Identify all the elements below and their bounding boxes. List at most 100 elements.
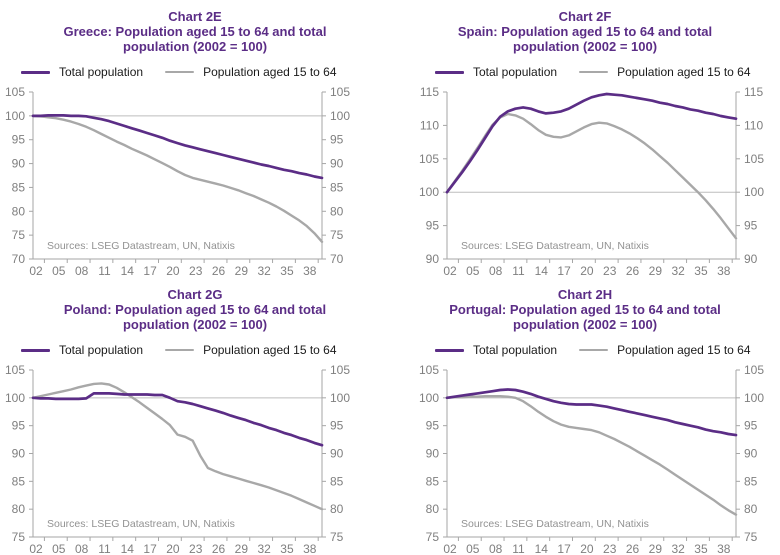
x-tick-label: 02 xyxy=(29,264,43,278)
y-tick-label: 75 xyxy=(330,228,344,242)
y-tick-label: 100 xyxy=(419,185,439,199)
x-tick-label: 17 xyxy=(143,264,157,278)
y-tick-label: 80 xyxy=(330,204,344,218)
x-tick-label: 02 xyxy=(29,542,43,555)
series-total-population xyxy=(31,392,324,447)
total-population-line-swatch xyxy=(21,348,50,352)
y-tick-label: 95 xyxy=(744,219,758,233)
y-tick-label: 90 xyxy=(426,447,440,461)
x-tick-label: 26 xyxy=(626,542,640,555)
x-axis: 02 05 08 11 14 17 20 23 26 29 32 35 38 xyxy=(29,259,319,278)
x-tick-label: 23 xyxy=(603,264,617,278)
x-axis: 02 05 08 11 14 17 20 23 26 29 32 35 38 xyxy=(443,537,733,555)
legend-label-total-population: Total population xyxy=(473,65,558,79)
x-tick-label: 32 xyxy=(257,264,271,278)
legend-label-total-population: Total population xyxy=(59,343,144,357)
legend-item-aged-15-64: Population aged 15 to 64 xyxy=(579,343,751,357)
total-population-line-swatch xyxy=(21,70,50,74)
chart-title-line: population (2002 = 100) xyxy=(512,39,658,54)
y-tick-label: 80 xyxy=(12,204,26,218)
y-tick-label: 90 xyxy=(744,447,758,461)
total-population-line-swatch xyxy=(435,348,464,352)
axes xyxy=(446,92,737,260)
y-tick-label: 100 xyxy=(5,391,25,405)
y-axis-left: 75 80 85 90 95 100 105 xyxy=(419,363,447,544)
x-tick-label: 05 xyxy=(466,542,480,555)
x-tick-label: 05 xyxy=(466,264,480,278)
legend-label-aged-15-64: Population aged 15 to 64 xyxy=(617,343,751,357)
y-tick-label: 85 xyxy=(330,474,344,488)
chart-cell-portugal: Chart 2H Portugal: Population aged 15 to… xyxy=(390,278,780,555)
x-tick-label: 02 xyxy=(443,542,457,555)
y-tick-label: 105 xyxy=(330,85,350,99)
aged-15-64-line-swatch xyxy=(579,71,609,73)
line-chart-portugal: 75 80 85 90 95 100 105 75 80 85 90 95 100 105 02 05 08 11… xyxy=(419,363,764,555)
series-population-aged-15-64 xyxy=(445,395,738,516)
chart-title-line: population (2002 = 100) xyxy=(512,317,658,332)
x-tick-label: 35 xyxy=(694,542,708,555)
chart-label: Chart 2F xyxy=(558,9,612,24)
chart-title-line: population (2002 = 100) xyxy=(122,317,268,332)
y-tick-label: 100 xyxy=(330,109,350,123)
y-tick-label: 100 xyxy=(419,391,439,405)
aged-15-64-line-swatch xyxy=(579,349,609,351)
x-tick-label: 14 xyxy=(121,264,135,278)
chart-title-line: Portugal: Population aged 15 to 64 and t… xyxy=(449,302,721,317)
x-tick-label: 26 xyxy=(212,542,226,555)
legend-label-aged-15-64: Population aged 15 to 64 xyxy=(203,65,337,79)
line-chart-poland: 75 80 85 90 95 100 105 75 80 85 90 95 100 105 02 05 08 11… xyxy=(5,363,350,555)
x-tick-label: 32 xyxy=(257,542,271,555)
y-tick-label: 115 xyxy=(420,85,439,99)
x-tick-label: 38 xyxy=(303,264,317,278)
y-axis-left: 90 95 100 105 110 115 xyxy=(419,85,447,266)
y-tick-label: 95 xyxy=(426,219,440,233)
chart-title-line: Greece: Population aged 15 to 64 and tot… xyxy=(63,24,327,39)
y-tick-label: 75 xyxy=(744,530,758,544)
chart-cell-greece: Chart 2E Greece: Population aged 15 to 6… xyxy=(0,0,390,278)
legend-item-total-population: Total population xyxy=(21,343,143,357)
y-tick-label: 105 xyxy=(419,152,439,166)
y-tick-label: 110 xyxy=(744,118,763,132)
x-axis: 02 05 08 11 14 17 20 23 26 29 32 35 38 xyxy=(29,537,319,555)
y-tick-label: 100 xyxy=(744,185,764,199)
x-tick-label: 08 xyxy=(489,542,503,555)
line-chart-spain: 90 95 100 105 110 115 90 95 100 105 110 115 02 05 08 11… xyxy=(419,85,764,278)
chart-label: Chart 2G xyxy=(167,287,223,302)
x-tick-label: 35 xyxy=(694,264,708,278)
legend-label-total-population: Total population xyxy=(473,343,558,357)
series-population-aged-15-64 xyxy=(445,112,738,240)
aged-15-64-line-swatch xyxy=(165,71,195,73)
y-tick-label: 100 xyxy=(330,391,350,405)
chart-label: Chart 2E xyxy=(168,9,222,24)
x-tick-label: 26 xyxy=(212,264,226,278)
x-tick-label: 17 xyxy=(557,264,571,278)
y-tick-label: 105 xyxy=(330,363,350,377)
y-tick-label: 90 xyxy=(330,157,344,171)
y-tick-label: 75 xyxy=(12,228,26,242)
series-total-population xyxy=(445,92,738,194)
legend-item-aged-15-64: Population aged 15 to 64 xyxy=(165,65,337,79)
x-axis: 02 05 08 11 14 17 20 23 26 29 32 35 38 xyxy=(443,259,733,278)
y-tick-label: 105 xyxy=(744,363,764,377)
y-tick-label: 80 xyxy=(744,502,758,516)
y-axis-left: 75 80 85 90 95 100 105 xyxy=(5,363,33,544)
series-population-aged-15-64 xyxy=(31,114,324,244)
x-tick-label: 11 xyxy=(98,542,111,555)
y-tick-label: 85 xyxy=(426,474,440,488)
y-tick-label: 70 xyxy=(12,252,26,266)
x-tick-label: 20 xyxy=(580,264,594,278)
y-tick-label: 80 xyxy=(12,502,26,516)
y-tick-label: 95 xyxy=(744,419,758,433)
chart-title-line: Spain: Population aged 15 to 64 and tota… xyxy=(457,24,713,39)
series-total-population xyxy=(445,388,738,437)
y-axis-right: 75 80 85 90 95 100 105 xyxy=(322,363,350,544)
y-tick-label: 95 xyxy=(12,419,26,433)
legend-portugal: Total population Population aged 15 to 6… xyxy=(390,342,780,358)
x-tick-label: 08 xyxy=(75,542,89,555)
y-tick-label: 75 xyxy=(330,530,344,544)
x-tick-label: 29 xyxy=(649,542,663,555)
x-tick-label: 23 xyxy=(189,264,203,278)
x-tick-label: 05 xyxy=(52,264,66,278)
x-tick-label: 23 xyxy=(189,542,203,555)
